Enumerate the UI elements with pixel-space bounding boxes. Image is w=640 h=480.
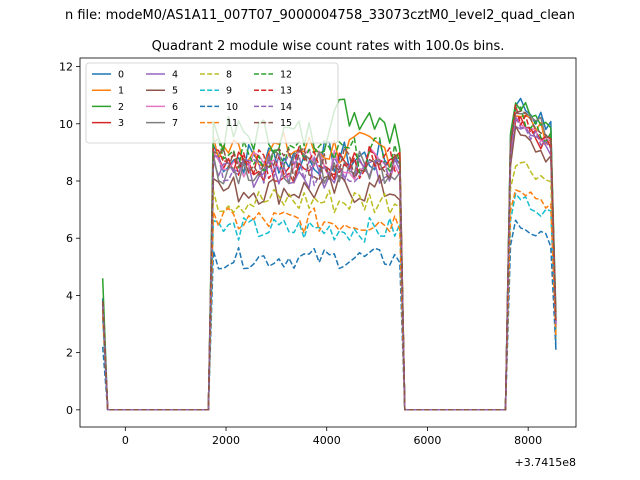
x-tick-label: 8000 [514, 434, 542, 447]
legend-label-2: 2 [118, 102, 124, 113]
series-line-9 [101, 192, 557, 411]
y-tick-label: 6 [66, 232, 73, 245]
legend-label-7: 7 [172, 118, 178, 129]
x-tick-label: 6000 [413, 434, 441, 447]
legend-label-9: 9 [226, 86, 232, 97]
plot-area: 0 2000 4000 6000 800002468101201234567891011… [59, 57, 577, 447]
y-tick-label: 0 [66, 404, 73, 417]
series-line-15 [101, 110, 557, 411]
series-line-13 [101, 104, 557, 411]
y-tick-label: 12 [59, 61, 73, 74]
legend-label-1: 1 [118, 86, 124, 97]
y-tick-label: 4 [66, 289, 73, 302]
legend-label-13: 13 [280, 86, 292, 97]
series-line-1 [101, 114, 557, 411]
y-tick-label: 2 [66, 347, 73, 360]
series-line-14 [101, 115, 557, 411]
series-line-3 [101, 116, 557, 411]
series-line-11 [101, 189, 557, 411]
legend-label-8: 8 [226, 70, 232, 81]
y-tick-label: 8 [66, 175, 73, 188]
legend-label-0: 0 [118, 70, 124, 81]
x-tick-label: 0 [122, 434, 129, 447]
legend-label-12: 12 [280, 70, 292, 81]
series-line-12 [101, 106, 557, 411]
x-axis-offset-label: +3.7415e8 [515, 456, 576, 469]
series-line-6 [101, 115, 557, 411]
series-line-8 [101, 161, 557, 411]
figure-suptitle: n file: modeM0/AS1A11_007T07_9000004758_… [65, 8, 575, 23]
legend-label-11: 11 [226, 118, 238, 129]
x-tick-label: 4000 [313, 434, 341, 447]
legend-label-4: 4 [172, 70, 178, 81]
legend-label-6: 6 [172, 102, 178, 113]
legend-label-15: 15 [280, 118, 292, 129]
legend-label-10: 10 [226, 102, 238, 113]
legend-label-5: 5 [172, 86, 178, 97]
legend-label-14: 14 [280, 102, 292, 113]
x-tick-label: 2000 [212, 434, 240, 447]
series-line-10 [101, 219, 557, 411]
y-tick-label: 10 [59, 118, 73, 131]
series-lines [101, 97, 557, 411]
axes-frame [79, 57, 577, 428]
legend-label-3: 3 [118, 118, 124, 129]
chart-title: Quadrant 2 module wise count rates with … [152, 39, 505, 54]
